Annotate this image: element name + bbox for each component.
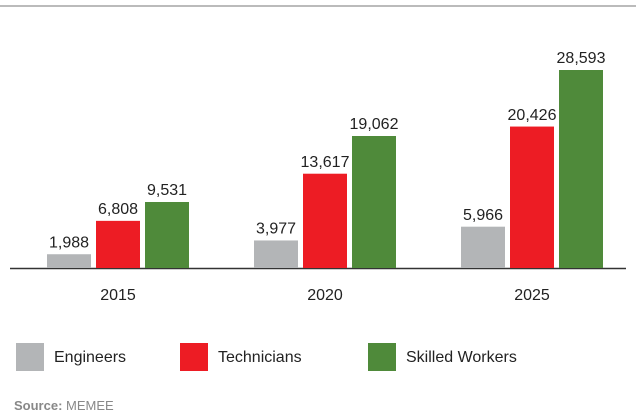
legend-swatch [16,343,44,371]
bar [254,240,298,268]
value-label: 28,593 [557,50,606,67]
source-text: MEMEE [66,398,114,413]
bar [461,226,505,268]
value-label: 13,617 [301,154,350,171]
value-label: 3,977 [256,221,296,238]
value-label: 20,426 [508,107,557,124]
bar [510,126,554,268]
legend-label: Engineers [54,349,126,366]
x-tick-label: 2020 [307,287,343,304]
value-label: 5,966 [463,207,503,224]
bar [559,70,603,268]
legend-swatch [180,343,208,371]
value-label: 19,062 [350,116,399,133]
legend-swatch [368,343,396,371]
source: Source: MEMEE [14,398,114,413]
bar [303,173,347,268]
bar [47,254,91,268]
legend-label: Technicians [218,349,302,366]
source-label: Source: [14,398,62,413]
bar [352,136,396,268]
legend-label: Skilled Workers [406,349,517,366]
x-tick-label: 2015 [100,287,136,304]
bar [145,202,189,268]
value-label: 9,531 [147,182,187,199]
value-label: 6,808 [98,201,138,218]
value-label: 1,988 [49,234,89,251]
bar [96,220,140,268]
x-tick-label: 2025 [514,287,550,304]
